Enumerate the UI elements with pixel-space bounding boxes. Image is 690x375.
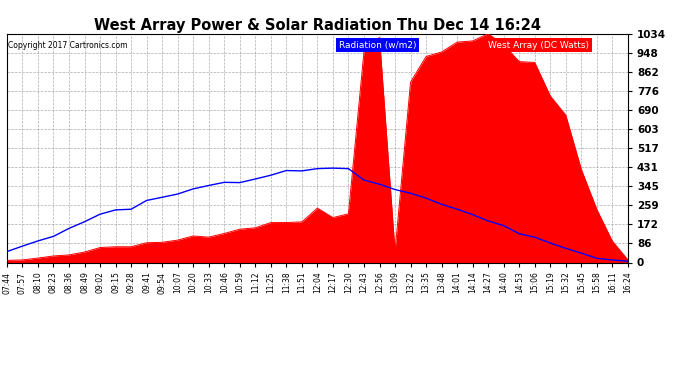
Text: Radiation (w/m2): Radiation (w/m2) <box>339 40 417 50</box>
Text: West Array (DC Watts): West Array (DC Watts) <box>489 40 589 50</box>
Text: Copyright 2017 Cartronics.com: Copyright 2017 Cartronics.com <box>8 40 127 50</box>
Title: West Array Power & Solar Radiation Thu Dec 14 16:24: West Array Power & Solar Radiation Thu D… <box>94 18 541 33</box>
